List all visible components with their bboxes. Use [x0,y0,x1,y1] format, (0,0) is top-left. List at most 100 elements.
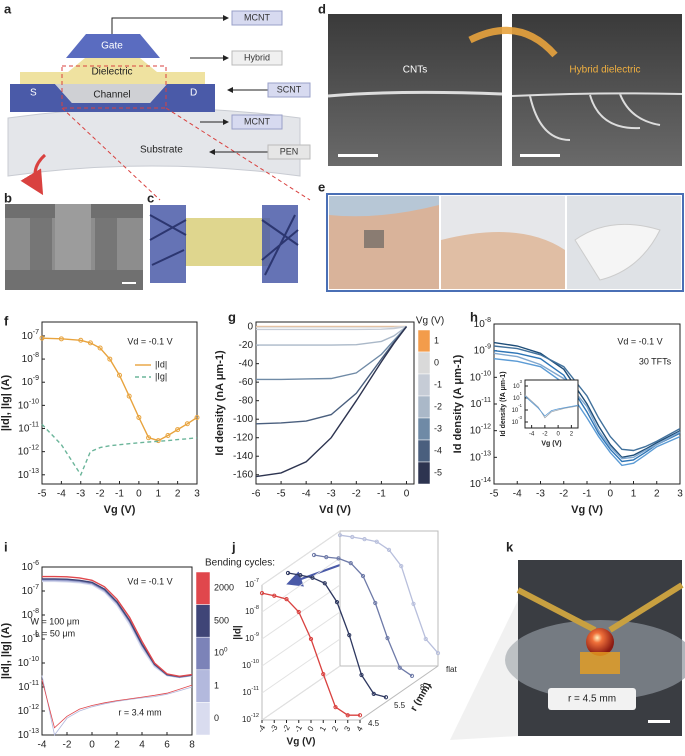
data-point [359,672,364,678]
y-tick [261,530,341,586]
callout-label: MCNT [244,12,270,22]
x-tick-label: 8 [189,740,195,751]
annotation: Vd = -0.1 V [127,576,172,586]
image-label: Hybrid dielectric [569,65,640,76]
plot-frame [41,566,193,736]
y-tick-label: -140 [233,451,253,462]
colorbar-label: -3 [434,423,442,433]
panel-label: g [228,309,236,324]
charts: -5 -4 -3 -2 -1 0 1 2 310-710-810-910-1010-1110-1… [0,316,683,756]
y-axis-label: |Id| [233,625,244,640]
data-point [336,556,341,561]
y-tick-label: 0 [247,321,253,332]
series-line [41,675,193,736]
callout-box [231,10,283,26]
data-point [272,593,277,598]
z-tick-label: flat [446,665,457,674]
data-point [397,665,402,670]
series-line [256,326,407,346]
colorbar-cell [417,395,431,419]
photo-k: r = 4.5 mm [450,560,685,740]
x-tick-label: -2 [542,432,548,438]
gate [66,34,160,58]
legend-label: |Ig| [155,371,167,381]
y-tick-label: -80 [239,395,254,406]
channel [55,84,167,103]
x-tick-label: -3 [268,723,280,734]
panel-label: k [506,539,514,554]
x-tick-label: 0 [404,489,410,500]
series-line [493,358,681,467]
data-point [399,564,404,569]
series-line [256,326,408,381]
y-axis-label: Id density (fA μm-1) [500,371,507,436]
series-line [256,325,407,331]
data-point [324,555,329,560]
callout-box [231,50,283,66]
data-point [136,414,142,420]
callout-label: SCNT [277,84,302,94]
x-tick-label: -5 [490,489,499,500]
x-tick-label: 1 [631,489,637,500]
y-tick-label: 10-10 [470,370,491,383]
series-line [287,572,387,698]
callout-box [231,114,283,130]
annotation: Vd = -0.1 V [617,336,662,346]
y-tick-label: -160 [233,469,253,480]
callout-label: Hybrid [244,52,270,62]
layer-label: Gate [101,41,123,52]
y-tick-label: 10-6 [22,560,39,573]
data-point [357,713,363,718]
y-tick-label: 101 [513,391,523,401]
y-tick-label: 10-8 [245,605,259,616]
colorbar-label: 0 [214,713,219,723]
data-point [285,570,291,576]
y-tick-label: -60 [239,377,254,388]
y-tick-label: 10-8 [474,317,491,330]
data-point [409,673,415,678]
data-point [87,340,93,346]
x-tick-label: -6 [252,489,261,500]
series-line [493,352,681,460]
chart: -5 -4 -3 -2 -1 0 1 2 3 10-7 10-8 10-9 10-10 10-11 10-1… [0,321,200,516]
panel-label: j [231,539,236,554]
panel-label: i [4,539,8,554]
x-tick-label: 2 [570,432,574,438]
data-point [374,539,379,544]
y-axis-label: |Id|, |Ig| (A) [0,375,12,432]
plot-frame [524,379,579,429]
x-tick-label: 1 [155,489,161,500]
y-tick-label: 10-11 [18,421,39,434]
series-line [313,554,413,677]
y-tick-label: 103 [513,379,523,389]
z-tick-label: 8.7 [420,683,432,692]
y-tick-label: 10-7 [22,584,39,597]
y-tick-label: 10-12 [470,424,491,437]
panel-label: f [4,313,9,328]
panel-labels: a b c d e f g h i j k [4,1,514,554]
x-tick-label: -4 [256,723,268,734]
data-point [184,421,190,427]
y-tick [261,557,341,613]
panel-label: e [318,179,325,194]
colorbar-label: 1 [214,680,219,690]
layer-label: Substrate [140,145,183,156]
data-point [373,600,378,606]
data-point [345,713,350,718]
x-tick-label: -4 [57,489,66,500]
data-point [347,633,352,638]
x-tick-label: -3 [76,489,85,500]
data-point [39,335,45,341]
x-tick-label: 4 [355,724,365,733]
x-tick-label: -4 [513,489,522,500]
x-tick-label: 0 [556,432,560,438]
y-tick [261,584,341,640]
photos [326,193,684,292]
photo-label: r = 4.5 mm [568,694,616,705]
series-line [524,395,579,417]
data-point [386,547,392,552]
series-line [255,326,408,478]
y-tick-label: 10-13 [18,468,39,481]
x-tick-label: -1 [115,489,124,500]
y-tick-label: -100 [233,414,253,425]
